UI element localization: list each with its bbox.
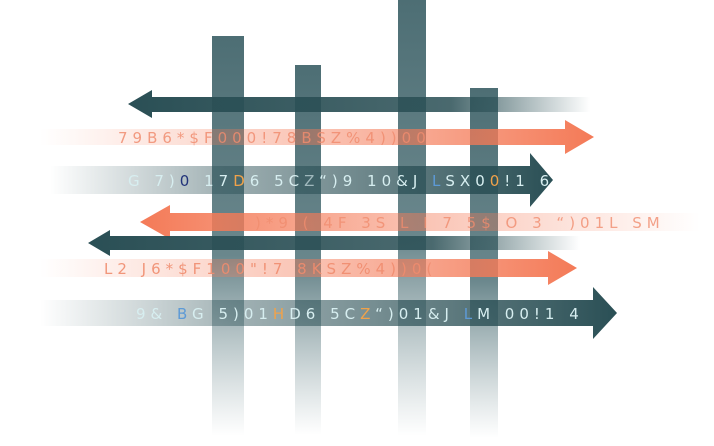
coral-right-arrow-1 xyxy=(40,120,594,154)
glyph-run: L xyxy=(464,305,477,323)
glyph-run: G 7) xyxy=(128,172,180,190)
glyph-run: 0 xyxy=(180,172,195,190)
glyph-run: 9& xyxy=(136,305,177,323)
glyph-run: G 5)01 xyxy=(192,305,273,323)
teal-right-arrow-2 xyxy=(40,287,617,339)
glyph-run: Z xyxy=(304,172,319,190)
arrows xyxy=(40,90,700,339)
glyph-run: D xyxy=(233,172,250,190)
teal-right-arrow-1 xyxy=(50,153,553,207)
glyph-run: !1 6 xyxy=(504,172,554,190)
glyph-run: Z xyxy=(360,305,375,323)
stream-text-teal-1: G 7)0 17D6 5CZ“)9 10&J LSX00!1 6 xyxy=(128,172,554,190)
glyph-run: D6 5C xyxy=(289,305,360,323)
stream-text-teal-2: 9& BG 5)01HD6 5CZ“)01&J LM 00!1 4 xyxy=(136,305,584,323)
stream-text-coral-1: 79B6*$F000!78BSZ%4))00 xyxy=(118,129,431,147)
glyph-run: L xyxy=(432,172,445,190)
glyph-run: SX0 xyxy=(445,172,489,190)
teal-left-arrow-top xyxy=(128,90,590,118)
glyph-run: )*9 ( 4F 3S L I 7 5$ O 3 “)01L SM xyxy=(255,214,665,232)
stream-text-coral-2: )*9 ( 4F 3S L I 7 5$ O 3 “)01L SM xyxy=(255,214,665,232)
glyph-run: H xyxy=(273,305,289,323)
glyph-run: 6 5C xyxy=(250,172,304,190)
glyph-run: “)01&J xyxy=(375,305,464,323)
glyph-run: 0 xyxy=(490,172,505,190)
teal-left-arrow-middle xyxy=(88,230,580,256)
coral-right-arrow-2 xyxy=(40,251,577,285)
glyph-run: 79B6*$F000!78BSZ%4))00 xyxy=(118,129,431,147)
glyph-run: 17 xyxy=(194,172,233,190)
glyph-run: L2 J6*$F100"!7 8KSZ%4))0( xyxy=(104,260,437,278)
glyph-run: M 00!1 4 xyxy=(477,305,584,323)
coral-left-arrow xyxy=(140,205,700,239)
stream-text-coral-3: L2 J6*$F100"!7 8KSZ%4))0( xyxy=(104,260,437,278)
glyph-strings: 79B6*$F000!78BSZ%4))00 G 7)0 17D6 5CZ“)9… xyxy=(104,129,665,323)
glyph-run: “)9 10&J xyxy=(319,172,432,190)
glyph-run: B xyxy=(177,305,192,323)
